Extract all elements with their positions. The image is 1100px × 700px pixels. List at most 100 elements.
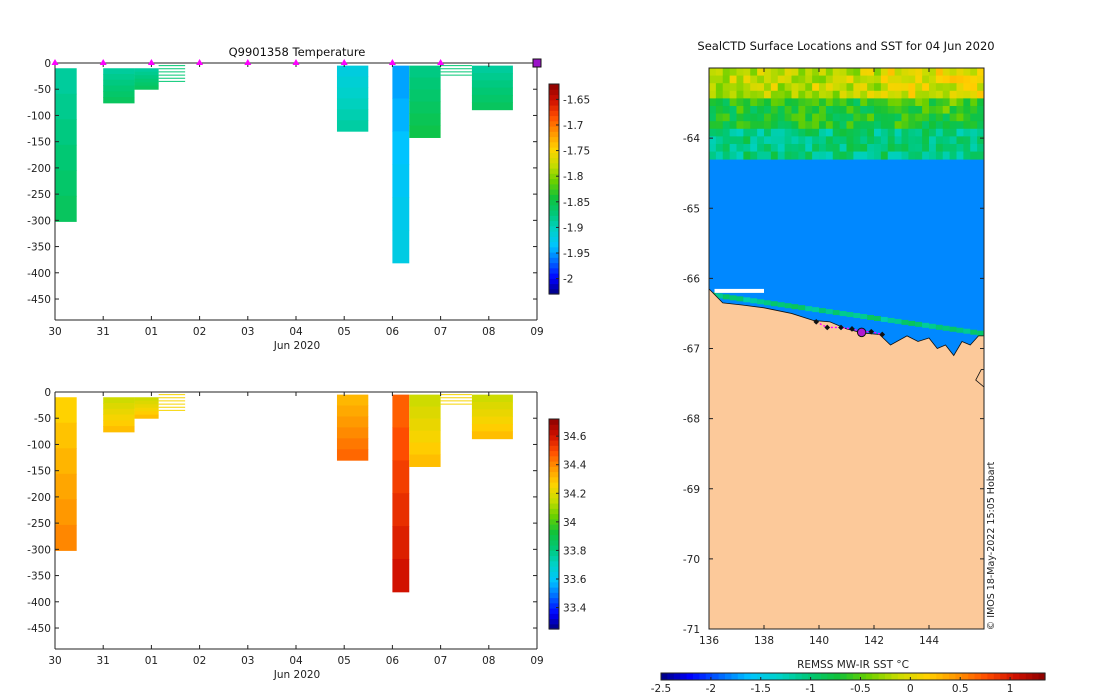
map-sst-cell-10-5 <box>743 143 751 152</box>
map-colorbar-cell-27 <box>833 673 841 680</box>
map-sst-cell-10-24 <box>874 143 882 152</box>
map-sst-cell-3-5 <box>743 90 751 99</box>
map-sst-cell-6-12 <box>791 113 799 122</box>
map-colorbar-cell-23 <box>808 673 816 680</box>
map-sst-cell-10-27 <box>894 143 902 152</box>
map-sst-cell-0-27 <box>894 68 902 76</box>
map-colorbar-cell-16 <box>763 673 771 680</box>
map-sst-cell-6-31 <box>922 113 930 122</box>
map-sst-cell-4-31 <box>922 98 930 107</box>
map-sst-cell-11-23 <box>867 151 875 160</box>
temperature-ytick-label-6: -300 <box>27 215 51 227</box>
map-colorbar-cell-28 <box>840 673 848 680</box>
map-sst-cell-5-37 <box>963 105 971 114</box>
map-colorbar-cell-57 <box>1025 673 1033 680</box>
map-sst-cell-9-33 <box>935 136 944 145</box>
map-sst-cell-4-9 <box>770 98 779 107</box>
map-colorbar-cell-47 <box>961 673 969 680</box>
credit-text: © IMOS 18-May-2022 15:05 Hobart <box>986 461 997 630</box>
map-sst-cell-5-38 <box>970 105 978 114</box>
temperature-profile-1-band-0 <box>103 68 135 75</box>
temperature-profile-0-band-3 <box>55 144 77 171</box>
map-sst-cell-6-1 <box>715 113 724 122</box>
map-sst-cell-3-33 <box>935 90 944 99</box>
salinity-profile-5-band-4 <box>409 442 441 456</box>
map-sst-cell-10-3 <box>729 143 737 152</box>
map-sst-cell-5-26 <box>887 105 896 114</box>
map-sst-cell-3-1 <box>715 90 724 99</box>
temperature-colorbar-cell-24 <box>549 162 559 169</box>
map-sst-cell-8-8 <box>764 128 772 137</box>
map-sst-cell-0-9 <box>770 68 779 76</box>
map-ice-fringe <box>714 288 764 293</box>
map-sst-cell-10-8 <box>764 143 772 152</box>
map-sst-cell-11-34 <box>942 151 951 160</box>
map-sst-cell-1-25 <box>880 75 889 84</box>
temperature-profile-5-band-5 <box>409 125 441 138</box>
map-coast-cell-19 <box>839 311 847 317</box>
salinity-colorbar-cell-37 <box>549 429 559 436</box>
temperature-colorbar-label-1: -1.7 <box>563 120 584 132</box>
temperature-profile-5-band-4 <box>409 113 441 127</box>
map-sst-cell-3-6 <box>750 90 758 99</box>
map-sst-cell-4-14 <box>805 98 813 107</box>
map-sst-cell-3-28 <box>901 90 909 99</box>
salinity-colorbar-cell-29 <box>549 471 559 478</box>
map-sst-cell-0-34 <box>942 68 951 76</box>
map-sst-cell-8-19 <box>839 128 847 137</box>
map-sst-cell-7-36 <box>956 121 964 130</box>
temperature-colorbar-cell-26 <box>549 152 559 159</box>
map-coast-cell-36 <box>956 327 964 333</box>
map-sst-cell-3-39 <box>977 90 985 99</box>
salinity-colorbar-cell-28 <box>549 476 559 483</box>
map-coast-cell-5 <box>743 297 751 303</box>
map-sst-cell-9-30 <box>915 136 923 145</box>
map-sst-cell-5-10 <box>777 105 786 114</box>
map-sst-cell-8-36 <box>956 128 964 137</box>
temperature-profile-6-band-1 <box>471 72 513 81</box>
map-sst-cell-5-24 <box>874 105 882 114</box>
map-sst-cell-3-18 <box>832 90 841 99</box>
temperature-ytick-label-0: 0 <box>44 58 51 70</box>
map-sst-cell-11-24 <box>874 151 882 160</box>
map-sst-cell-5-9 <box>770 105 779 114</box>
map-sst-cell-8-17 <box>825 128 834 137</box>
map-colorbar-cell-45 <box>949 673 956 680</box>
map-sst-cell-4-22 <box>860 98 868 107</box>
salinity-ytick-label-0: 0 <box>44 387 51 399</box>
map-sst-cell-1-26 <box>887 75 896 84</box>
salinity-profile-6-band-0 <box>471 394 513 403</box>
map-sst-cell-11-25 <box>880 151 889 160</box>
map-coast-cell-33 <box>935 324 943 330</box>
map-sst-cell-10-0 <box>709 143 717 152</box>
map-sst-cell-2-0 <box>709 83 717 92</box>
temperature-colorbar-cell-1 <box>549 283 559 290</box>
temperature-profile-0-band-2 <box>55 119 77 146</box>
map-sst-cell-6-28 <box>901 113 909 122</box>
salinity-xtick-label-7: 06 <box>386 655 400 667</box>
map-sst-cell-9-31 <box>922 136 930 145</box>
map-sst-cell-9-6 <box>750 136 758 145</box>
map-sst-cell-10-14 <box>805 143 813 152</box>
map-sst-cell-7-15 <box>812 121 820 130</box>
map-coast-cell-28 <box>901 319 909 325</box>
map-coast-cell-37 <box>963 328 971 334</box>
map-colorbar-label-6: 0.5 <box>952 683 969 695</box>
map-sst-cell-4-32 <box>929 98 937 107</box>
map-sst-cell-1-29 <box>908 75 916 84</box>
map-sst-cell-3-20 <box>846 90 854 99</box>
temperature-colorbar-cell-0 <box>549 288 559 295</box>
map-colorbar-cell-37 <box>897 673 905 680</box>
map-sst-cell-7-7 <box>757 121 765 130</box>
map-track-point-1 <box>824 324 831 331</box>
map-sst-cell-10-36 <box>956 143 964 152</box>
temperature-colorbar-cell-7 <box>549 252 559 258</box>
map-sst-cell-3-29 <box>908 90 916 99</box>
map-colorbar-cell-53 <box>1000 673 1008 680</box>
temperature-colorbar-cell-5 <box>549 262 559 269</box>
map-sst-cell-2-27 <box>894 83 902 92</box>
map-sst-cell-4-10 <box>777 98 786 107</box>
map-sst-cell-5-22 <box>860 105 868 114</box>
map-sst-cell-11-27 <box>894 151 902 160</box>
map-sst-cell-9-26 <box>887 136 896 145</box>
